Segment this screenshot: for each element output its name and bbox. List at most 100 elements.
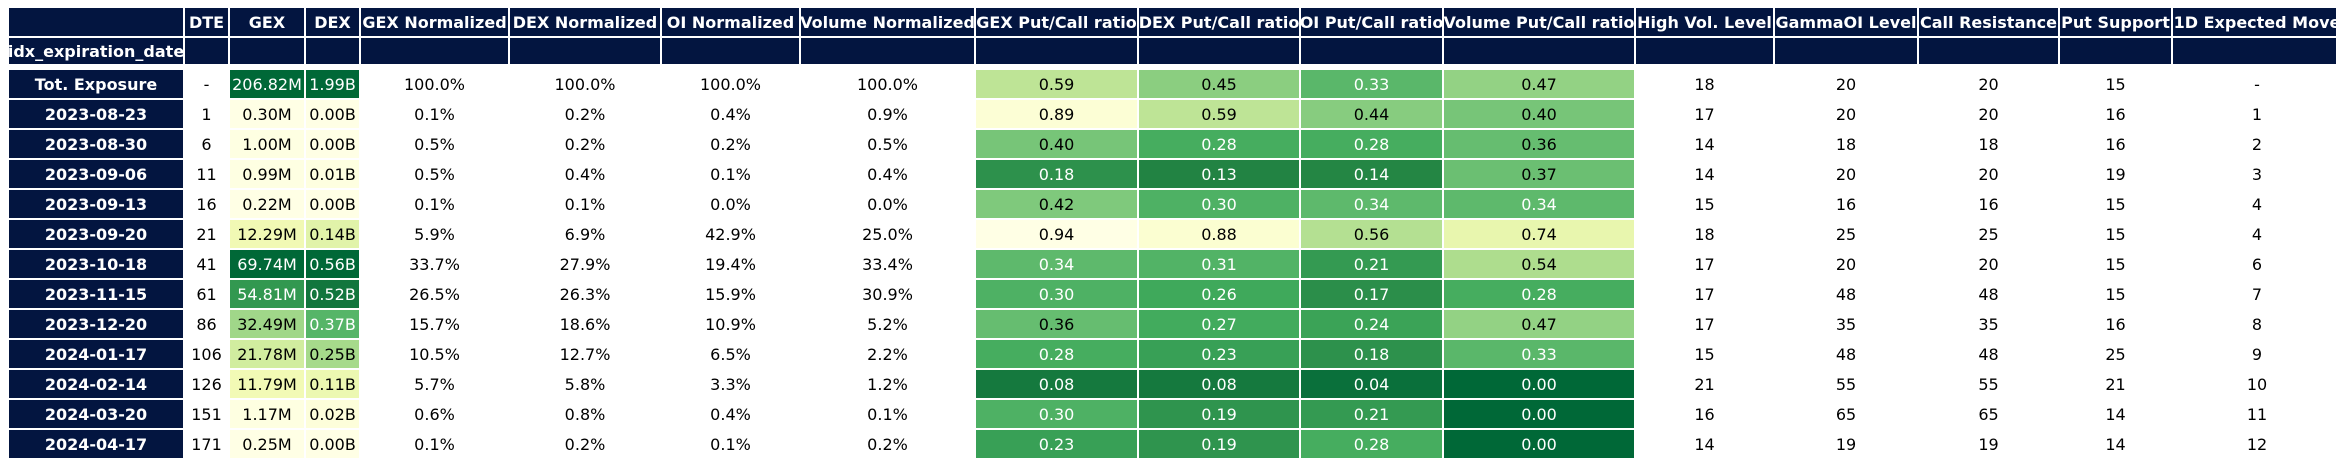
table-cell: 65	[1919, 400, 2060, 430]
column-header-put-support: Put Support	[2060, 8, 2173, 38]
table-cell: 0.2%	[662, 130, 801, 160]
row-label-2023-10-18: 2023-10-18	[9, 250, 185, 280]
table-cell: 55	[1775, 370, 1919, 400]
table-cell: 19.4%	[662, 250, 801, 280]
table-cell: 171	[185, 430, 230, 460]
table-cell: 18	[1636, 70, 1775, 100]
table-cell: 6	[2173, 250, 2336, 280]
table-cell: 0.17	[1301, 280, 1444, 310]
table-cell: 0.34	[1444, 190, 1636, 220]
table-cell: 25	[1775, 220, 1919, 250]
index-header-blank	[1444, 38, 1636, 66]
table-cell: 11.79M	[230, 370, 306, 400]
column-header-dex: DEX	[306, 8, 361, 38]
table-cell: 0.56B	[306, 250, 361, 280]
corner-header	[9, 8, 185, 38]
table-cell: 15	[2060, 190, 2173, 220]
table-cell: 33.4%	[801, 250, 976, 280]
table-cell: 17	[1636, 310, 1775, 340]
table-cell: 17	[1636, 100, 1775, 130]
table-cell: 27.9%	[510, 250, 662, 280]
table-cell: 0.25B	[306, 340, 361, 370]
index-header-blank	[1636, 38, 1775, 66]
table-cell: 0.59	[976, 70, 1139, 100]
table-cell: 0.6%	[361, 400, 510, 430]
table-cell: 0.1%	[662, 430, 801, 460]
column-header-oi-normalized: OI Normalized	[662, 8, 801, 38]
index-name-header: idx_expiration_date	[9, 38, 185, 66]
table-cell: 0.28	[1139, 130, 1301, 160]
table-cell: 0.4%	[801, 160, 976, 190]
table-cell: 0.8%	[510, 400, 662, 430]
table-cell: 3.3%	[662, 370, 801, 400]
table-cell: 206.82M	[230, 70, 306, 100]
table-cell: 15	[2060, 280, 2173, 310]
table-cell: 25	[2060, 340, 2173, 370]
table-cell: 0.74	[1444, 220, 1636, 250]
table-cell: 20	[1775, 160, 1919, 190]
table-cell: 12	[2173, 430, 2336, 460]
table-cell: 25.0%	[801, 220, 976, 250]
table-cell: 0.1%	[801, 400, 976, 430]
table-cell: 0.19	[1139, 430, 1301, 460]
table-cell: 0.47	[1444, 310, 1636, 340]
table-cell: 0.40	[976, 130, 1139, 160]
table-cell: 2.2%	[801, 340, 976, 370]
table-cell: 6	[185, 130, 230, 160]
table-cell: 0.30	[976, 280, 1139, 310]
table-cell: 14	[2060, 400, 2173, 430]
table-cell: 1	[2173, 100, 2336, 130]
table-cell: 0.18	[1301, 340, 1444, 370]
table-cell: 0.23	[1139, 340, 1301, 370]
table-cell: 20	[1775, 100, 1919, 130]
index-header-blank	[801, 38, 976, 66]
table-cell: 0.37B	[306, 310, 361, 340]
table-cell: 0.59	[1139, 100, 1301, 130]
table-cell: 0.28	[976, 340, 1139, 370]
table-cell: 0.22M	[230, 190, 306, 220]
column-header-gex-put-call-ratio: GEX Put/Call ratio	[976, 8, 1139, 38]
table-cell: 3	[2173, 160, 2336, 190]
table-cell: -	[2173, 70, 2336, 100]
table-cell: 0.0%	[801, 190, 976, 220]
table-cell: 15	[1636, 340, 1775, 370]
column-header-dex-normalized: DEX Normalized	[510, 8, 662, 38]
row-label-2024-01-17: 2024-01-17	[9, 340, 185, 370]
column-header-dex-put-call-ratio: DEX Put/Call ratio	[1139, 8, 1301, 38]
table-cell: 16	[1775, 190, 1919, 220]
table-cell: 151	[185, 400, 230, 430]
table-cell: 15.7%	[361, 310, 510, 340]
index-header-blank	[662, 38, 801, 66]
table-cell: 0.14	[1301, 160, 1444, 190]
table-cell: 0.21	[1301, 400, 1444, 430]
table-cell: 0.02B	[306, 400, 361, 430]
table-cell: 1	[185, 100, 230, 130]
table-cell: 0.5%	[801, 130, 976, 160]
table-cell: 5.8%	[510, 370, 662, 400]
table-cell: 0.1%	[662, 160, 801, 190]
table-cell: 0.4%	[662, 100, 801, 130]
table-cell: 0.00B	[306, 100, 361, 130]
table-cell: 0.2%	[510, 100, 662, 130]
table-cell: 0.33	[1444, 340, 1636, 370]
table-cell: 16	[185, 190, 230, 220]
index-header-blank	[1139, 38, 1301, 66]
row-label-2023-09-20: 2023-09-20	[9, 220, 185, 250]
table-cell: 100.0%	[361, 70, 510, 100]
table-cell: 0.4%	[662, 400, 801, 430]
table-cell: 0.40	[1444, 100, 1636, 130]
table-cell: 21.78M	[230, 340, 306, 370]
index-header-blank	[361, 38, 510, 66]
table-cell: 41	[185, 250, 230, 280]
table-cell: 19	[1919, 430, 2060, 460]
table-cell: 1.99B	[306, 70, 361, 100]
column-header-gammaoi-level: GammaOI Level	[1775, 8, 1919, 38]
table-cell: 14	[2060, 430, 2173, 460]
table-cell: 0.1%	[510, 190, 662, 220]
table-cell: 0.2%	[510, 430, 662, 460]
table-cell: 1.2%	[801, 370, 976, 400]
table-cell: 0.30	[1139, 190, 1301, 220]
table-cell: 0.08	[1139, 370, 1301, 400]
table-cell: 0.99M	[230, 160, 306, 190]
table-cell: 35	[1775, 310, 1919, 340]
